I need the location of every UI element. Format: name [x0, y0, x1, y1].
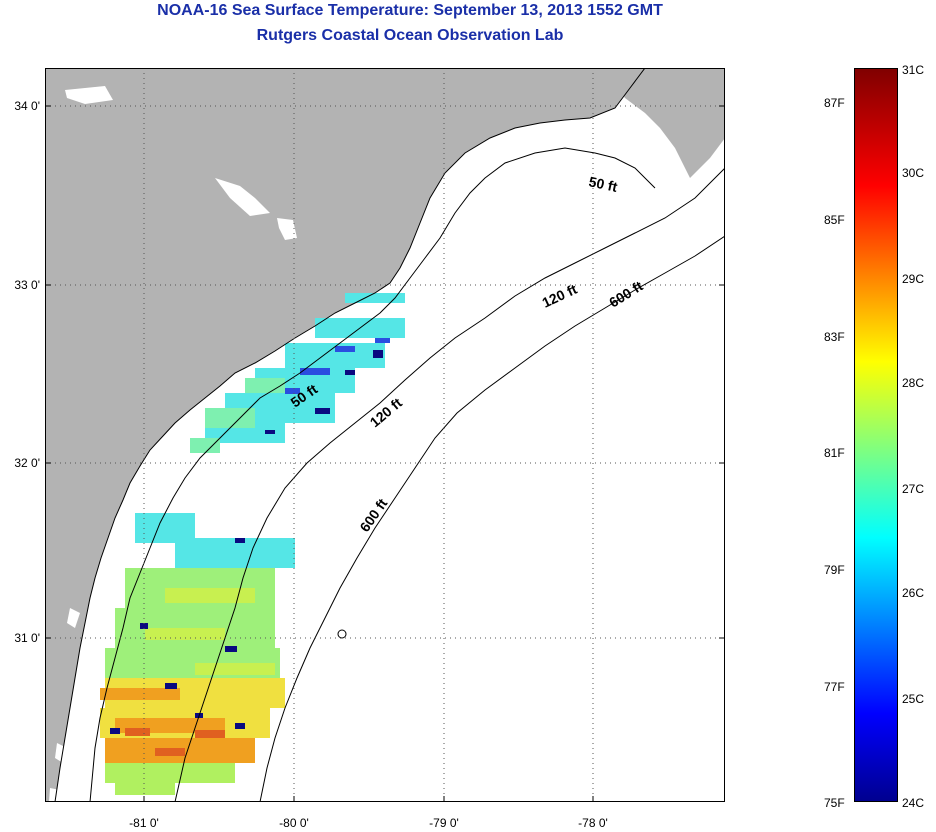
colorbar-label-81f: 81F — [824, 446, 845, 460]
map-frame — [45, 68, 725, 802]
lat-label-33: 33 0' — [14, 278, 40, 292]
colorbar-label-83f: 83F — [824, 330, 845, 344]
lon-label-81: -81 0' — [129, 816, 159, 830]
colorbar-label-28c: 28C — [902, 376, 925, 390]
island-marker — [337, 629, 347, 639]
map-subtitle: Rutgers Coastal Ocean Observation Lab — [256, 27, 564, 44]
isobath-50ft — [89, 147, 656, 802]
colorbar-label-85f: 85F — [824, 213, 845, 227]
colorbar-label-26c: 26C — [902, 586, 925, 600]
colorbar-label-79f: 79F — [824, 563, 845, 577]
colorbar-label-27c: 27C — [902, 482, 925, 496]
lon-label-78: -78 0' — [578, 816, 608, 830]
colorbar-gradient — [854, 68, 898, 802]
lat-label-32: 32 0' — [14, 456, 40, 470]
temperature-colorbar — [854, 68, 898, 802]
cloud-mask — [49, 86, 297, 802]
lon-label-79: -79 0' — [429, 816, 459, 830]
isobath-120ft — [174, 167, 725, 802]
lat-label-31: 31 0' — [14, 631, 40, 645]
map-title: NOAA-16 Sea Surface Temperature: Septemb… — [157, 2, 663, 19]
lat-label-34: 34 0' — [14, 99, 40, 113]
contour-label-50ft-north: 50 ft — [587, 173, 619, 195]
colorbar-label-31c: 31C — [902, 63, 925, 77]
colorbar-label-87f: 87F — [824, 96, 845, 110]
land-area-north — [605, 68, 725, 178]
lon-label-80: -80 0' — [279, 816, 309, 830]
isobath-600ft — [259, 235, 725, 802]
sst-map: 50 ft 120 ft 600 ft 50 ft 120 ft 600 ft — [45, 68, 725, 802]
colorbar-label-24c: 24C — [902, 796, 925, 810]
colorbar-label-30c: 30C — [902, 166, 925, 180]
coastline — [54, 68, 646, 802]
graticule — [45, 68, 725, 802]
land-area — [45, 68, 645, 802]
colorbar-label-29c: 29C — [902, 272, 925, 286]
colorbar-label-25c: 25C — [902, 692, 925, 706]
colorbar-label-75f: 75F — [824, 796, 845, 810]
colorbar-label-77f: 77F — [824, 680, 845, 694]
